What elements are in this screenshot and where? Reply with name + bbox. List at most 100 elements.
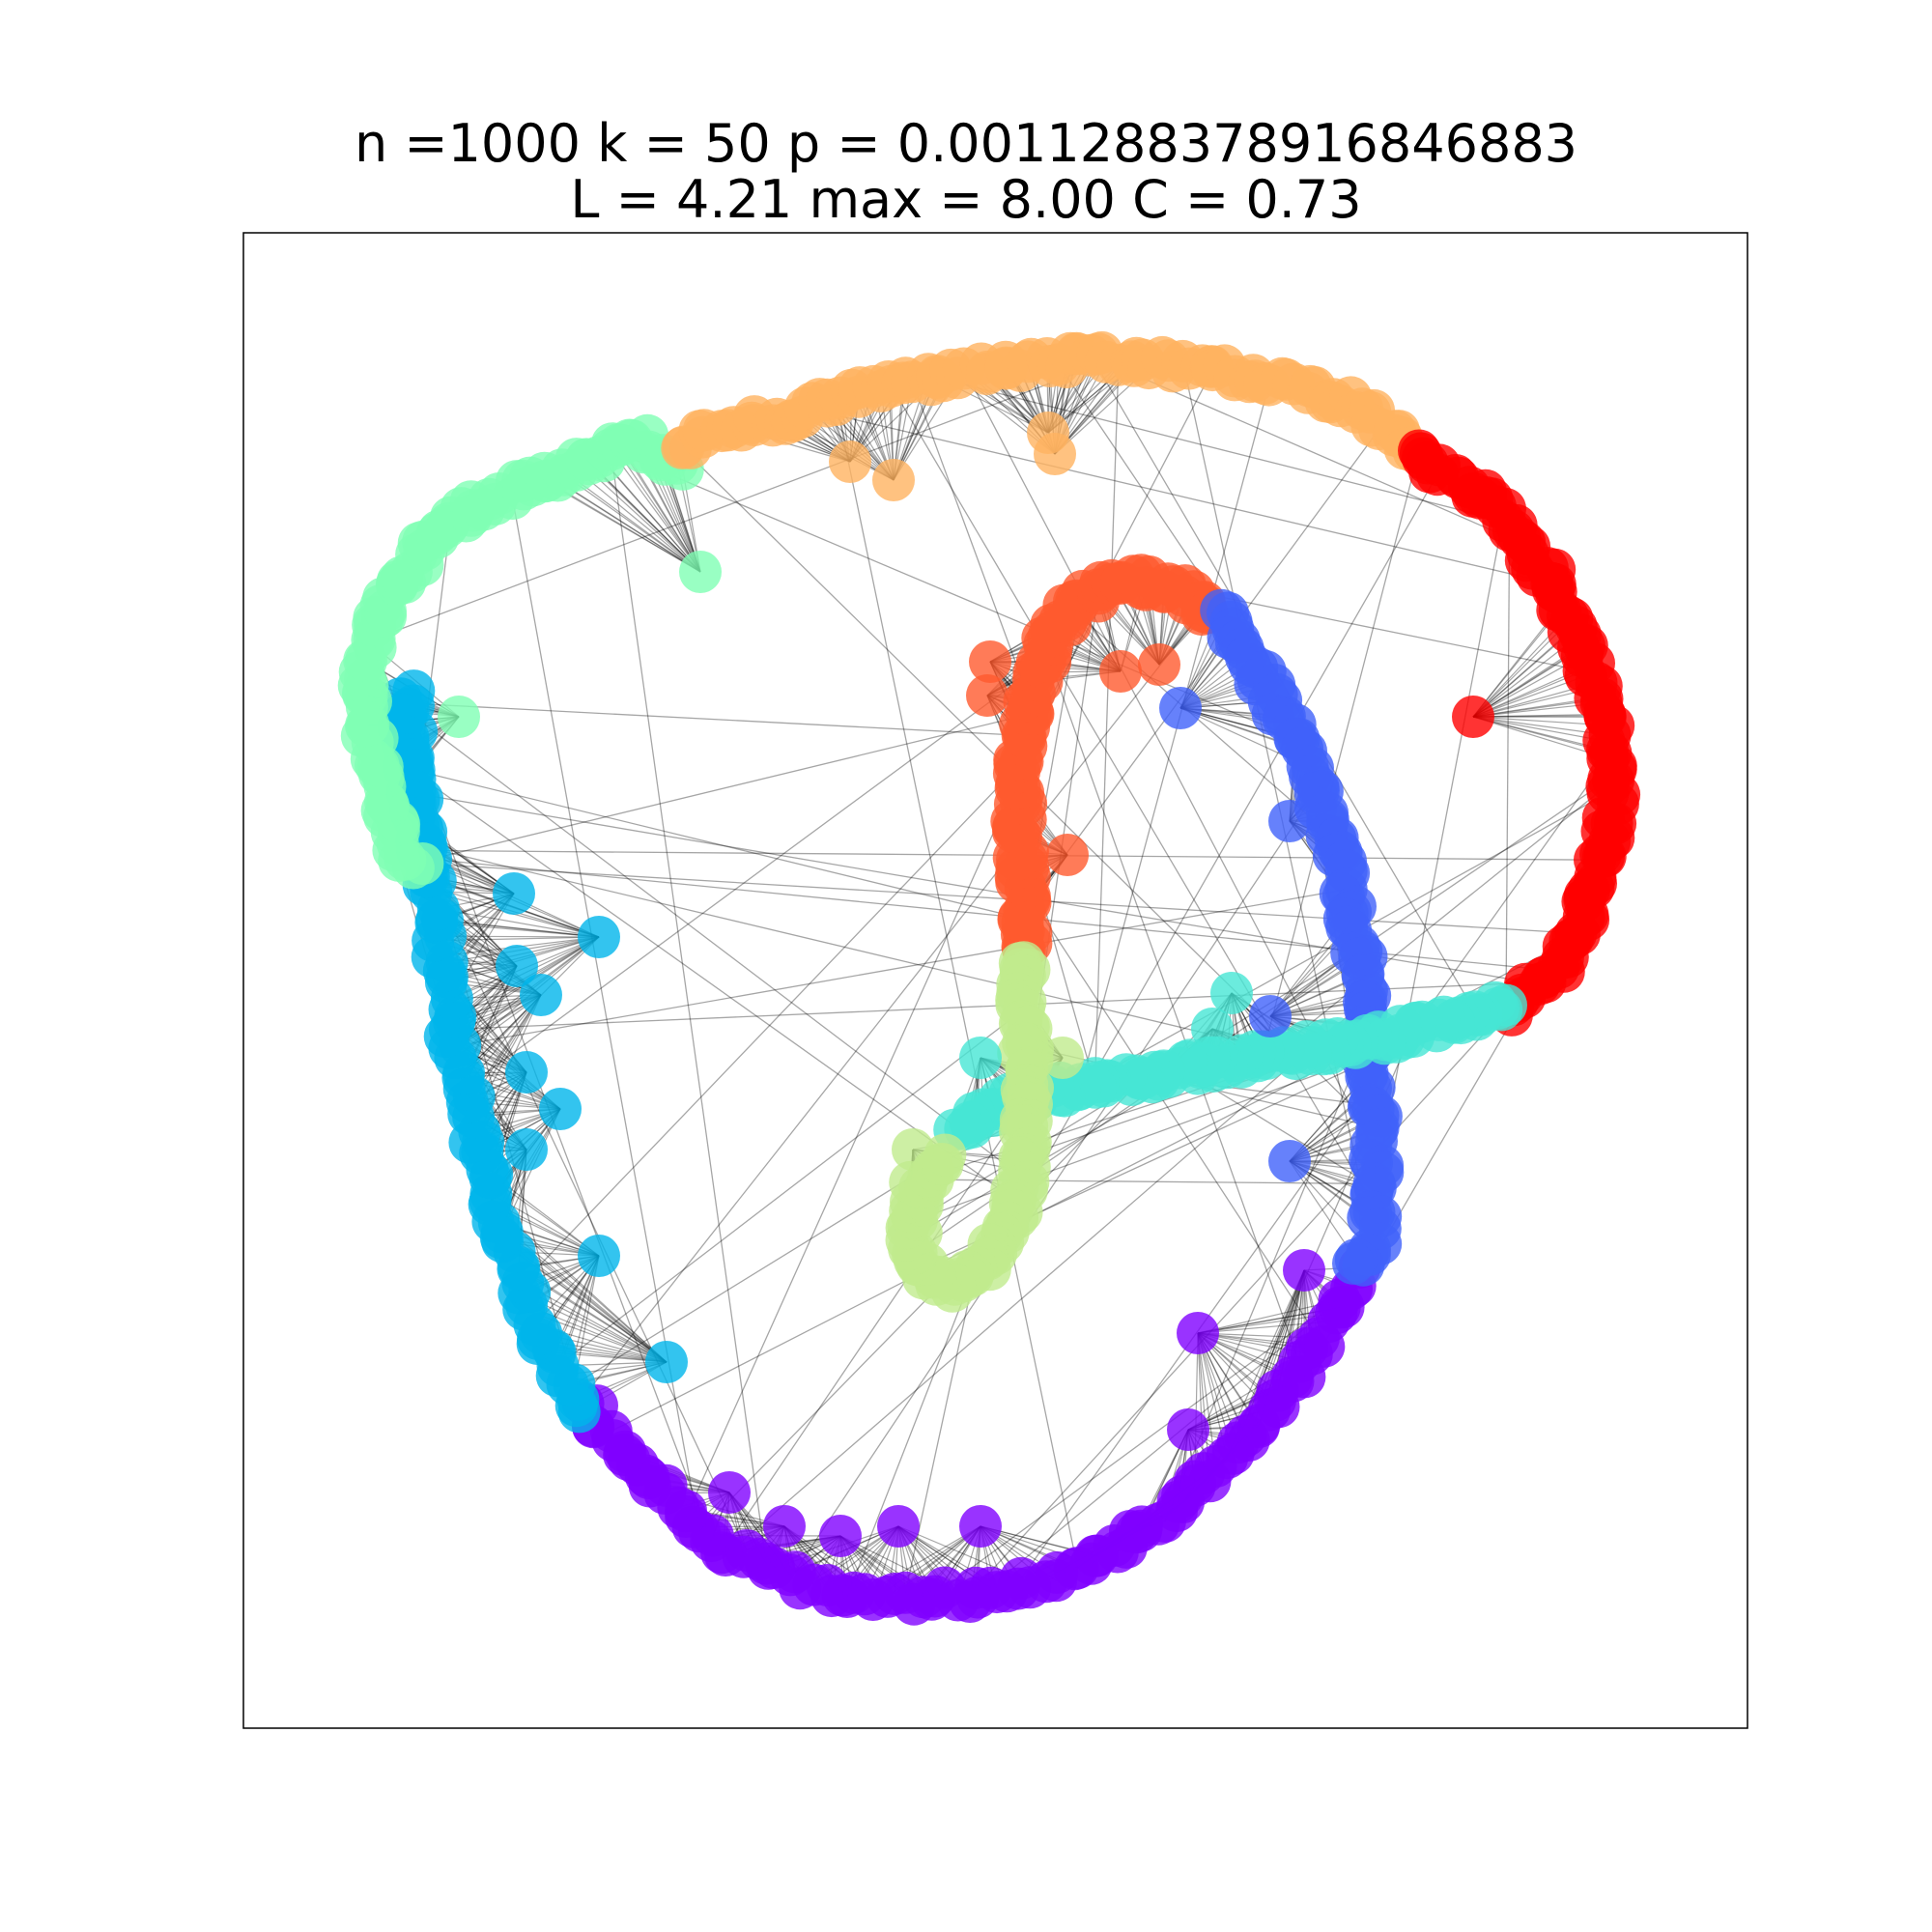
- graph-hub-node: [1041, 1037, 1084, 1079]
- graph-hub-node: [438, 696, 480, 738]
- hub-nodes-layer: [438, 412, 1494, 1557]
- graph-edge: [445, 935, 600, 938]
- graph-edge: [364, 678, 1029, 1183]
- graph-hub-node: [763, 1505, 806, 1548]
- graph-edge: [1020, 753, 1611, 1579]
- graph-edge: [1080, 384, 1270, 1085]
- graph-edge: [370, 700, 1023, 737]
- graph-hub-node: [1159, 687, 1202, 729]
- graph-edge: [437, 920, 600, 938]
- graph-edge: [422, 863, 1577, 934]
- graph-edge: [563, 474, 701, 573]
- graph-edge: [1029, 895, 1320, 1339]
- graph-hub-node: [539, 1088, 582, 1130]
- graph-hub-node: [969, 640, 1011, 683]
- graph-node: [1332, 1241, 1375, 1285]
- graph-edge: [1094, 364, 1120, 1079]
- graph-edge: [1043, 644, 1306, 1378]
- graph-edge: [724, 1001, 1365, 1556]
- graph-edge: [1263, 450, 1420, 1052]
- chart-title-line-1: n =1000 k = 50 p = 0.001128837891684​688…: [354, 113, 1578, 174]
- graph-hub-node: [1034, 433, 1076, 475]
- graph-edge: [1472, 716, 1605, 742]
- graph-edge: [1029, 428, 1380, 903]
- graph-edge: [430, 713, 1031, 861]
- graph-hub-node: [520, 974, 562, 1016]
- graph-hub-node: [1268, 800, 1311, 842]
- graph-edge: [721, 1103, 1026, 1553]
- graph-hub-node: [1268, 1140, 1311, 1182]
- graph-edge: [441, 919, 600, 938]
- graph-edge: [963, 368, 1372, 1146]
- graph-hub-node: [1177, 1312, 1219, 1354]
- graph-edge: [1181, 360, 1369, 1218]
- graph-hub-node: [877, 1505, 920, 1548]
- graph-hub-node: [496, 945, 538, 987]
- graph-edge: [698, 1077, 1144, 1532]
- graph-hub-node: [708, 1471, 751, 1514]
- graph-edge: [438, 908, 600, 938]
- graph-hub-node: [645, 1341, 688, 1383]
- graph-hub-node: [1452, 696, 1494, 738]
- plot-frame: [242, 232, 1748, 1729]
- graph-edge: [911, 381, 1030, 698]
- graph-edge: [374, 361, 1107, 640]
- graph-hub-node: [505, 1128, 548, 1171]
- graph-hub-node: [578, 916, 620, 958]
- graph-hub-node: [966, 674, 1009, 717]
- graph-edge: [994, 473, 1438, 1247]
- graph-hub-node: [959, 1037, 1002, 1079]
- graph-hub-node: [1109, 1510, 1151, 1552]
- graph-edge: [610, 449, 767, 1564]
- graph-edge: [576, 611, 1204, 1406]
- graph-hub-node: [1046, 834, 1089, 876]
- graph-edge: [1472, 610, 1561, 718]
- graph-edge: [1472, 631, 1570, 718]
- graph-hub-node: [1191, 1008, 1234, 1050]
- graph-edge: [1105, 361, 1530, 548]
- graph-edge: [1472, 610, 1558, 718]
- graph-edge: [426, 846, 1290, 1054]
- chart-title-line-2: L = 4.21 max = 8.00 C = 0.73: [570, 169, 1362, 230]
- nodes-layer: [337, 330, 1641, 1626]
- graph-hub-node: [1283, 1249, 1325, 1292]
- graph-edge: [936, 377, 1504, 522]
- graph-hub-node: [578, 1235, 620, 1277]
- graph-edge: [460, 888, 1347, 1046]
- graph-edge: [944, 1288, 1352, 1589]
- graph-edge: [1193, 590, 1584, 672]
- graph-edge: [1097, 369, 1213, 590]
- graph-edge: [794, 792, 1317, 1573]
- graph-hub-node: [1249, 995, 1292, 1037]
- graph-edge: [528, 1291, 668, 1363]
- graph-edge: [805, 407, 1555, 585]
- graph-edge: [1505, 529, 1511, 1006]
- graph-hub-node: [1167, 1408, 1209, 1451]
- graph-hub-node: [1162, 1481, 1205, 1523]
- graph-edge: [1472, 715, 1605, 718]
- graph-hub-node: [872, 459, 915, 501]
- graph-node: [923, 1133, 967, 1177]
- graph-edge: [975, 932, 1577, 1589]
- graph-hub-node: [679, 551, 722, 593]
- graph-edge: [557, 479, 701, 573]
- graph-edge: [557, 1009, 1025, 1367]
- graph-edge: [1265, 780, 1614, 1060]
- graph-hub-node: [892, 1128, 934, 1171]
- graph-edge: [522, 760, 1023, 1284]
- graph-hub-node: [493, 872, 535, 915]
- graph-hub-node: [819, 1515, 862, 1557]
- graph-hub-node: [1210, 972, 1253, 1014]
- graph-edge: [846, 1270, 976, 1598]
- graph-edge: [413, 769, 1019, 919]
- graph-hub-node: [505, 1051, 548, 1094]
- graph-edge: [576, 469, 701, 573]
- graph-hub-node: [1138, 643, 1180, 686]
- graph-hub-node: [1099, 650, 1142, 693]
- graph-edge: [836, 404, 1079, 1569]
- graph-edge: [603, 460, 701, 573]
- graph-hub-node: [829, 440, 871, 483]
- graph-edge: [464, 660, 1046, 1090]
- graph-edge: [610, 449, 701, 573]
